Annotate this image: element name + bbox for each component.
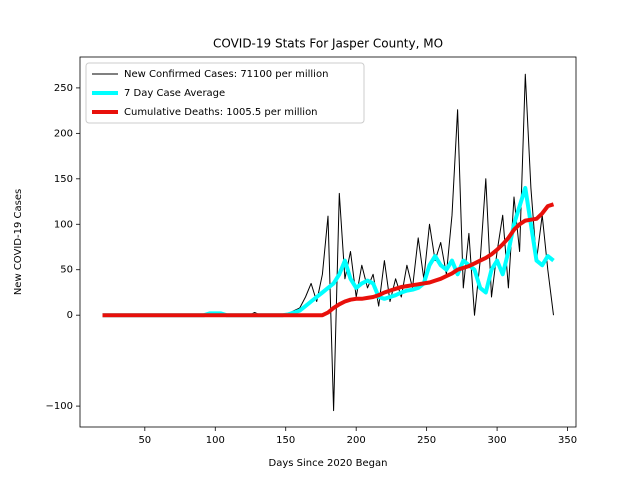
x-tick-label: 200 [347, 435, 366, 446]
legend-label: New Confirmed Cases: 71100 per million [124, 69, 328, 80]
y-tick-label: 50 [60, 265, 73, 276]
x-tick-label: 350 [558, 435, 577, 446]
y-tick-label: 0 [67, 310, 73, 321]
axes-frame [79, 56, 577, 428]
chart-title: COVID-19 Stats For Jasper County, MO [213, 37, 443, 51]
x-tick-label: 250 [417, 435, 436, 446]
data-line [102, 185, 555, 318]
data-line [102, 202, 555, 318]
y-axis-label: New COVID-19 Cases [13, 189, 24, 295]
x-tick-label: 50 [138, 435, 151, 446]
y-tick-label: 200 [54, 128, 73, 139]
legend-box [85, 62, 365, 124]
plot-area [102, 73, 555, 412]
y-tick-label: 100 [54, 219, 73, 230]
x-tick-label: 300 [488, 435, 507, 446]
x-tick-label: 100 [206, 435, 225, 446]
x-tick-label: 150 [276, 435, 295, 446]
x-axis-label: Days Since 2020 Began [269, 458, 388, 469]
legend-label: 7 Day Case Average [124, 88, 225, 99]
data-line [102, 73, 554, 412]
legend: New Confirmed Cases: 71100 per million 7 … [85, 62, 365, 124]
y-tick-label: 250 [54, 83, 73, 94]
y-tick-label: −100 [46, 401, 73, 412]
y-tick-label: 150 [54, 174, 73, 185]
legend-label: Cumulative Deaths: 1005.5 per million [124, 107, 318, 118]
